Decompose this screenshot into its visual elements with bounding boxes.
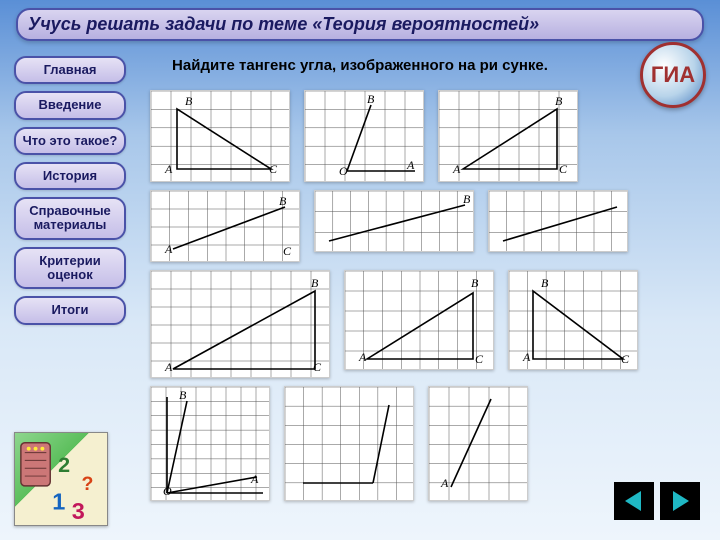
svg-text:C: C — [621, 352, 630, 366]
svg-text:A: A — [440, 476, 449, 490]
svg-text:B: B — [541, 276, 549, 290]
svg-text:C: C — [559, 162, 568, 176]
svg-text:C: C — [475, 352, 484, 366]
sidebar: Главная Введение Что это такое? История … — [14, 56, 126, 332]
svg-text:2: 2 — [58, 453, 70, 477]
svg-text:B: B — [555, 94, 563, 108]
grid-figure[interactable]: A — [428, 386, 528, 501]
figure-row: A B C A B C A B C — [150, 270, 700, 378]
grid-figure[interactable]: A B C — [508, 270, 638, 370]
svg-text:B: B — [279, 194, 287, 208]
next-button[interactable] — [660, 482, 700, 520]
nav-home[interactable]: Главная — [14, 56, 126, 84]
svg-text:A: A — [522, 350, 531, 364]
svg-text:C: C — [313, 360, 322, 374]
grid-figure[interactable]: B O A — [150, 386, 270, 501]
figure-row: A B C O B A A B C — [150, 90, 700, 182]
grid-figure[interactable]: A B C — [150, 190, 300, 262]
svg-text:A: A — [164, 360, 173, 374]
math-clipart: 2 ? 1 3 — [14, 432, 108, 526]
svg-text:B: B — [463, 192, 471, 206]
svg-text:C: C — [283, 244, 292, 258]
nav-arrows — [614, 482, 700, 520]
svg-text:A: A — [452, 162, 461, 176]
grid-figure[interactable] — [284, 386, 414, 501]
svg-text:B: B — [311, 276, 319, 290]
nav-whatis[interactable]: Что это такое? — [14, 127, 126, 155]
grid-figure[interactable]: A B C — [150, 90, 290, 182]
svg-text:C: C — [269, 162, 278, 176]
nav-results[interactable]: Итоги — [14, 296, 126, 324]
svg-text:O: O — [163, 484, 172, 498]
page-title: Учусь решать задачи по теме «Теория веро… — [16, 8, 704, 41]
svg-text:?: ? — [82, 473, 94, 495]
svg-text:A: A — [250, 472, 259, 486]
svg-text:A: A — [164, 242, 173, 256]
grid-figure[interactable]: A B C — [344, 270, 494, 370]
svg-text:O: O — [339, 164, 348, 178]
grid-figure[interactable]: A B C — [438, 90, 578, 182]
prev-button[interactable] — [614, 482, 654, 520]
svg-text:A: A — [164, 162, 173, 176]
svg-text:A: A — [358, 350, 367, 364]
grid-figure[interactable]: B — [314, 190, 474, 252]
svg-text:B: B — [185, 94, 193, 108]
svg-text:1: 1 — [52, 488, 65, 514]
figures-container: ABCOBAABCABCBABCABCABCBOAA — [150, 90, 700, 509]
grid-figure[interactable]: O B A — [304, 90, 424, 182]
svg-text:3: 3 — [72, 498, 85, 524]
grid-figure[interactable] — [488, 190, 628, 252]
svg-text:A: A — [406, 158, 415, 172]
grid-figure[interactable]: A B C — [150, 270, 330, 378]
nav-intro[interactable]: Введение — [14, 91, 126, 119]
nav-criteria[interactable]: Критерии оценок — [14, 247, 126, 290]
figure-row: A B C B — [150, 190, 700, 262]
question-text: Найдите тангенс угла, изображенного на р… — [150, 56, 570, 76]
nav-ref[interactable]: Справочные материалы — [14, 197, 126, 240]
nav-history[interactable]: История — [14, 162, 126, 190]
svg-text:B: B — [471, 276, 479, 290]
svg-text:B: B — [367, 92, 375, 106]
svg-text:B: B — [179, 388, 187, 402]
